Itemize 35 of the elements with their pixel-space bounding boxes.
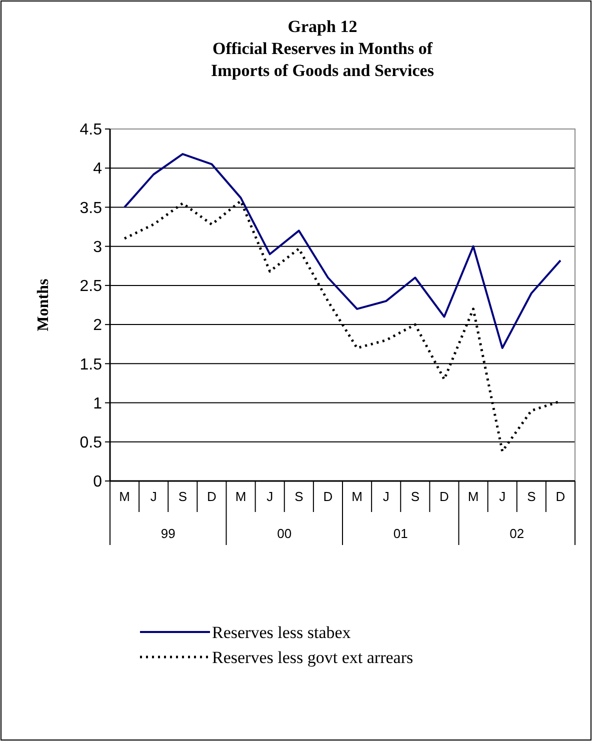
y-tick-label: 0.5 xyxy=(80,434,102,452)
y-axis-title: Months xyxy=(35,278,52,332)
legend-label: Reserves less stabex xyxy=(212,622,352,642)
text: 01 xyxy=(393,526,408,541)
x-tick-label: D xyxy=(440,489,449,504)
x-tick-label: J xyxy=(266,489,274,504)
x-tick-label: J xyxy=(499,489,506,504)
y-tick-label: 4 xyxy=(93,160,102,178)
y-tick-label: 2.5 xyxy=(80,278,102,296)
x-tick-label: M xyxy=(352,489,362,504)
y-tick-label: 1.5 xyxy=(80,356,102,374)
x-tick-label: M xyxy=(119,489,130,504)
y-tick-label: 3 xyxy=(93,238,102,256)
y-tick-label: 2 xyxy=(93,317,102,334)
text: 02 xyxy=(510,526,524,541)
x-tick-label: J xyxy=(150,489,157,504)
y-tick-label: 4.5 xyxy=(80,122,102,139)
x-tick-label: M xyxy=(235,489,246,504)
chart-title: Graph 12 Official Reserves in Months of Imports of Goods and Services xyxy=(211,17,434,80)
x-tick-label: S xyxy=(410,489,420,504)
line-series xyxy=(124,153,562,350)
x-tick-label: M xyxy=(468,489,479,504)
x-tick-label: S xyxy=(294,489,304,504)
y-tick-label: 0 xyxy=(93,474,102,491)
x-tick-label: S xyxy=(178,489,188,504)
text: 99 xyxy=(160,526,176,541)
x-tick-label: J xyxy=(382,489,390,504)
y-tick-label: 1 xyxy=(93,395,102,412)
x-tick-label: D xyxy=(556,489,566,504)
x-tick-label: D xyxy=(323,489,333,504)
text: 00 xyxy=(277,526,292,541)
y-tick-label: 3.5 xyxy=(80,200,102,217)
legend-label: Reserves less govt ext arrears xyxy=(212,648,414,667)
x-tick-label: S xyxy=(527,489,536,504)
x-tick-label: D xyxy=(207,489,216,504)
